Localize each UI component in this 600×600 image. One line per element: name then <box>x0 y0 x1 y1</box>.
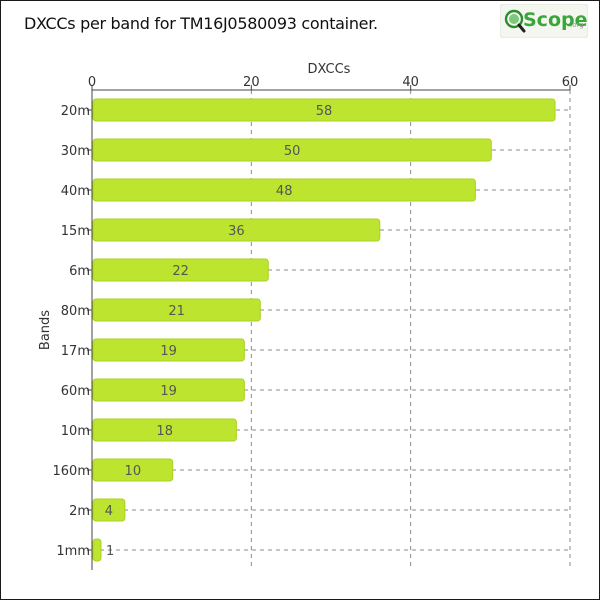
qrzcq-scope-logo[interactable]: Scope .org <box>499 3 589 39</box>
category-label: 30m <box>61 144 90 159</box>
logo-text: Scope <box>523 9 588 31</box>
bar-160m[interactable] <box>92 458 174 482</box>
bar-1mm[interactable] <box>92 538 102 562</box>
bar-60m[interactable] <box>92 378 245 402</box>
category-label: 10m <box>61 424 90 439</box>
value-label: 21 <box>168 304 185 319</box>
bar-2m[interactable] <box>92 498 126 522</box>
logo-graphic: Scope .org <box>499 3 589 39</box>
bar-20m[interactable] <box>92 98 556 122</box>
category-label: 15m <box>61 224 90 239</box>
value-label: 19 <box>160 344 177 359</box>
category-label: 20m <box>61 104 90 119</box>
x-tick-label: 40 <box>402 75 419 90</box>
bar-40m[interactable] <box>92 178 476 202</box>
value-label: 1 <box>106 544 114 559</box>
bar-17m[interactable] <box>92 338 245 362</box>
value-label: 36 <box>228 224 245 239</box>
x-tick-label: 20 <box>243 75 260 90</box>
value-label: 18 <box>156 424 173 439</box>
category-label: 2m <box>69 504 90 519</box>
bar-6m[interactable] <box>92 258 269 282</box>
y-axis-title: Bands <box>38 310 53 350</box>
category-label: 6m <box>69 264 90 279</box>
category-label: 80m <box>61 304 90 319</box>
value-label: 22 <box>172 264 189 279</box>
category-label: 60m <box>61 384 90 399</box>
value-label: 50 <box>284 144 301 159</box>
x-axis-title: DXCCs <box>308 62 351 77</box>
category-label: 1mm <box>56 544 90 559</box>
label-layer: 0 20 40 60 20m 58 30m 50 40m 48 15m 36 6m 22 80m 21 17m 1… <box>53 75 579 559</box>
category-label: 160m <box>53 464 90 479</box>
bar-80m[interactable] <box>92 298 261 322</box>
x-tick-label: 0 <box>88 75 96 90</box>
logo-suffix: .org <box>570 21 584 29</box>
value-label: 10 <box>125 464 142 479</box>
bar-15m[interactable] <box>92 218 381 242</box>
value-label: 58 <box>316 104 333 119</box>
value-label: 19 <box>160 384 177 399</box>
grid-layer <box>87 85 571 570</box>
value-label: 48 <box>276 184 293 199</box>
category-label: 40m <box>61 184 90 199</box>
bar-layer <box>92 98 556 562</box>
category-label: 17m <box>61 344 90 359</box>
chart-title: DXCCs per band for TM16J0580093 containe… <box>24 14 378 33</box>
value-label: 4 <box>105 504 113 519</box>
x-tick-label: 60 <box>562 75 579 90</box>
bar-30m[interactable] <box>92 138 492 162</box>
bar-10m[interactable] <box>92 418 237 442</box>
